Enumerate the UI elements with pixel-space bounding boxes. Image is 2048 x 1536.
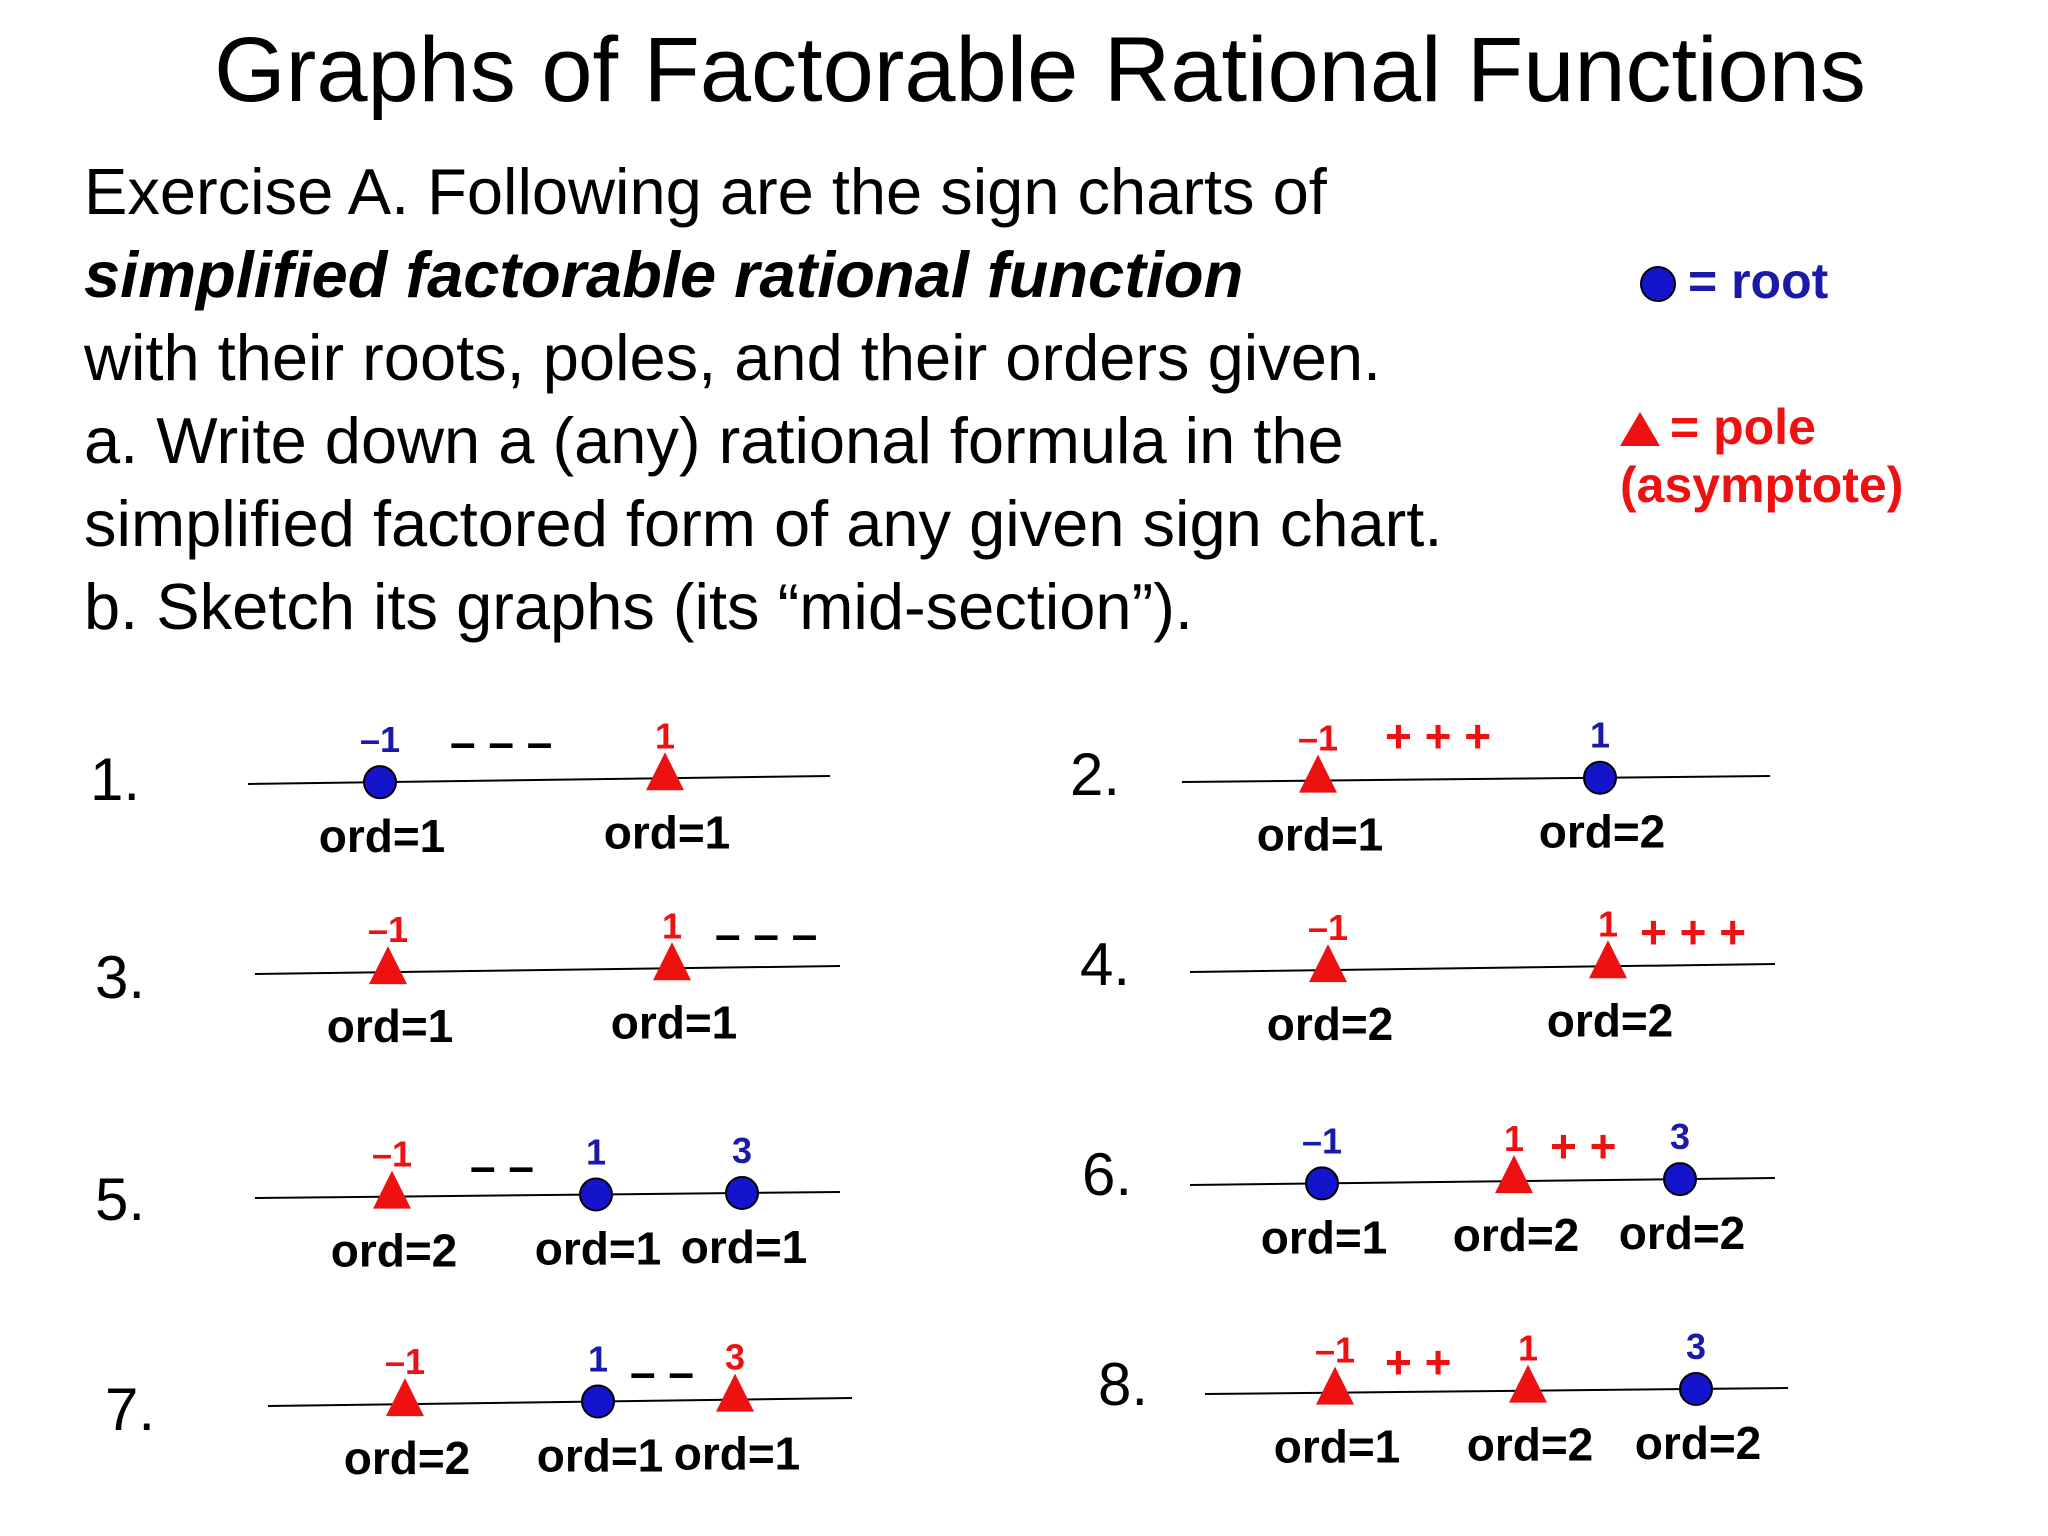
chart-2-point-order: ord=1 <box>1257 809 1384 861</box>
chart-6-sign-label: + + <box>1550 1120 1617 1172</box>
chart-2-number-line <box>1181 775 1771 783</box>
chart-1-point-order: ord=1 <box>604 806 731 858</box>
chart-8-number: 8. <box>1098 1351 1148 1418</box>
chart-7-point-order: ord=1 <box>537 1429 664 1481</box>
chart-7-pole-marker <box>716 1373 754 1412</box>
chart-3-number-line <box>254 965 841 975</box>
legend-pole-label: = pole <box>1670 399 1816 455</box>
chart-6-point-value: 1 <box>1504 1118 1524 1159</box>
chart-1-root-marker <box>363 765 397 800</box>
chart-6-point-order: ord=2 <box>1619 1207 1746 1259</box>
chart-4-pole-marker <box>1589 940 1627 979</box>
chart-1-number-line <box>247 775 831 785</box>
chart-8-point-value: –1 <box>1315 1330 1355 1371</box>
chart-7-sign-label: – – <box>630 1346 694 1398</box>
chart-1-sign-label: – – – <box>450 716 552 768</box>
chart-4-point-order: ord=2 <box>1547 994 1674 1046</box>
chart-8-pole-marker <box>1316 1366 1354 1405</box>
chart-5-point-order: ord=1 <box>535 1223 662 1275</box>
chart-6-root-marker <box>1663 1162 1697 1197</box>
chart-8-point-value: 1 <box>1518 1328 1538 1369</box>
legend-root-label: = root <box>1688 253 1829 309</box>
chart-5-point-value: 1 <box>586 1132 606 1173</box>
chart-6-point-value: –1 <box>1302 1120 1342 1161</box>
chart-5-point-value: –1 <box>372 1134 412 1175</box>
chart-2-point-value: 1 <box>1590 715 1610 756</box>
instruction-line-5: simplified factored form of any given si… <box>84 487 1443 560</box>
chart-6-pole-marker <box>1495 1155 1533 1194</box>
chart-1-point-order: ord=1 <box>319 810 446 862</box>
chart-1-pole-marker <box>646 752 684 791</box>
chart-2-number: 2. <box>1070 741 1120 808</box>
chart-2-point-order: ord=2 <box>1539 806 1666 858</box>
pole-triangle-icon <box>1620 412 1660 446</box>
chart-5-number: 5. <box>95 1166 145 1233</box>
chart-5-point-order: ord=1 <box>681 1221 808 1273</box>
chart-6-root-marker <box>1305 1166 1339 1201</box>
chart-4-number: 4. <box>1080 931 1130 998</box>
chart-8-point-order: ord=1 <box>1274 1421 1401 1473</box>
chart-7-point-value: 1 <box>588 1338 608 1379</box>
chart-4-number-line <box>1189 963 1776 973</box>
chart-2-pole-marker <box>1299 754 1337 793</box>
chart-7-pole-marker <box>386 1378 424 1417</box>
instruction-line-4: a. Write down a (any) rational formula i… <box>84 404 1344 477</box>
chart-8-point-order: ord=2 <box>1467 1419 1594 1471</box>
chart-4-pole-marker <box>1309 944 1347 983</box>
instruction-line-3: with their roots, poles, and their order… <box>84 321 1382 394</box>
chart-8-sign-label: + + <box>1385 1336 1452 1388</box>
chart-4-point-value: –1 <box>1308 907 1348 948</box>
chart-6-point-order: ord=1 <box>1261 1211 1388 1263</box>
chart-5-sign-label: – – <box>470 1140 534 1192</box>
chart-8-root-marker <box>1679 1371 1713 1406</box>
chart-3-point-order: ord=1 <box>327 1000 454 1052</box>
chart-5-point-value: 3 <box>732 1130 752 1171</box>
chart-7-point-value: –1 <box>385 1341 425 1382</box>
exercise-instructions: Exercise A. Following are the sign chart… <box>84 150 1442 648</box>
chart-5-root-marker <box>725 1176 759 1211</box>
chart-3-sign-label: – – – <box>715 908 817 960</box>
chart-7-number-line <box>267 1397 853 1407</box>
chart-3-point-order: ord=1 <box>611 996 738 1048</box>
chart-7-root-marker <box>581 1384 615 1419</box>
chart-4-point-value: 1 <box>1598 903 1618 944</box>
chart-4-point-order: ord=2 <box>1267 998 1394 1050</box>
chart-2-point-value: –1 <box>1298 718 1338 759</box>
chart-6-point-order: ord=2 <box>1453 1209 1580 1261</box>
legend-pole: = pole (asymptote) <box>1620 398 1903 514</box>
chart-5-root-marker <box>579 1177 613 1212</box>
chart-8-point-order: ord=2 <box>1635 1417 1762 1469</box>
chart-5-point-order: ord=2 <box>331 1225 458 1277</box>
chart-2-sign-label: + + + <box>1385 710 1491 762</box>
chart-5-pole-marker <box>373 1170 411 1209</box>
chart-3-point-value: –1 <box>368 909 408 950</box>
chart-1-number: 1. <box>90 746 140 813</box>
chart-7-point-value: 3 <box>725 1337 745 1378</box>
legend-pole-sublabel: (asymptote) <box>1620 457 1904 513</box>
root-dot-icon <box>1640 266 1676 302</box>
chart-7-point-order: ord=2 <box>344 1432 471 1484</box>
chart-3-number: 3. <box>95 944 145 1011</box>
chart-3-pole-marker <box>653 942 691 981</box>
page-title: Graphs of Factorable Rational Functions <box>214 19 1866 121</box>
chart-1-point-value: 1 <box>655 715 675 756</box>
instruction-line-1: Exercise A. Following are the sign chart… <box>84 155 1327 228</box>
chart-1-point-value: –1 <box>360 719 400 760</box>
chart-7-point-order: ord=1 <box>674 1428 801 1480</box>
chart-3-pole-marker <box>369 946 407 985</box>
chart-7-number: 7. <box>105 1376 155 1443</box>
chart-4-sign-label: + + + <box>1640 906 1746 958</box>
legend-pole-line: = pole <box>1620 399 1816 455</box>
chart-6-number: 6. <box>1082 1141 1132 1208</box>
chart-3-point-value: 1 <box>662 905 682 946</box>
instruction-line-2-emphasis: simplified factorable rational function <box>84 238 1244 311</box>
chart-8-pole-marker <box>1509 1364 1547 1403</box>
instruction-line-6: b. Sketch its graphs (its “mid-section”)… <box>84 570 1193 643</box>
chart-8-point-value: 3 <box>1686 1326 1706 1367</box>
chart-2-root-marker <box>1583 760 1617 795</box>
legend-root: = root <box>1640 252 1828 310</box>
chart-6-point-value: 3 <box>1670 1116 1690 1157</box>
